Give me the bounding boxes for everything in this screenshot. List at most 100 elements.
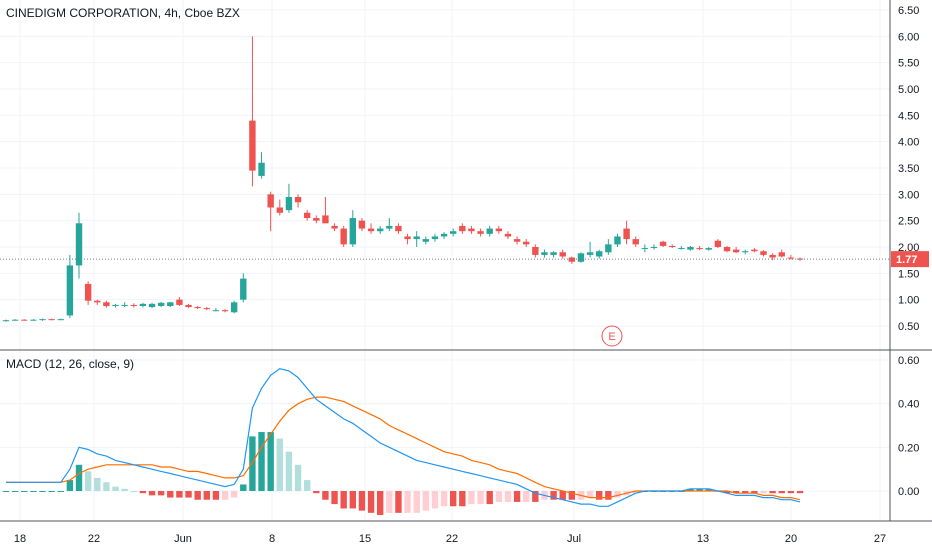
- candle-body: [614, 236, 621, 245]
- candle-body: [57, 319, 64, 321]
- candle-body: [11, 319, 19, 321]
- macd-histogram-bar: [523, 491, 530, 502]
- earnings-marker-label: E: [608, 331, 615, 343]
- candle-body: [431, 236, 439, 240]
- candle-body: [349, 218, 356, 245]
- time-axis-tick: 8: [269, 533, 275, 545]
- macd-histogram-bar: [376, 491, 384, 516]
- candle-body: [395, 225, 402, 232]
- price-axis-tick: 4.50: [898, 110, 919, 122]
- candle-body: [486, 228, 493, 234]
- macd-histogram-bar: [185, 491, 192, 498]
- candle-body: [477, 231, 484, 234]
- chart-title: CINEDIGM CORPORATION, 4h, Cboe BZX: [6, 6, 240, 20]
- macd-histogram-bar: [94, 477, 101, 491]
- price-axis-tick: 2.00: [898, 242, 919, 254]
- candle-body: [787, 257, 795, 259]
- candle-body: [641, 248, 649, 250]
- time-axis-tick: 20: [785, 533, 797, 545]
- last-price-label: 1.77: [896, 254, 917, 266]
- macd-histogram-bar: [696, 488, 703, 491]
- candle-body: [66, 265, 74, 316]
- price-axis-tick: 2.50: [898, 216, 919, 228]
- candle-body: [313, 218, 320, 221]
- macd-histogram-bar: [559, 491, 566, 500]
- macd-histogram-bar: [276, 438, 283, 491]
- macd-histogram-bar: [66, 480, 74, 491]
- candle-body: [459, 225, 466, 232]
- candle-body: [139, 303, 147, 306]
- macd-indicator-label: MACD (12, 26, close, 9): [6, 357, 135, 371]
- macd-histogram-bar: [57, 491, 64, 492]
- macd-histogram-bar: [450, 491, 457, 507]
- macd-histogram-bar: [586, 491, 594, 498]
- candle-body: [742, 251, 749, 253]
- macd-histogram-bar: [258, 432, 265, 491]
- price-axis-tick: 5.50: [898, 58, 919, 70]
- candle-body: [532, 247, 539, 255]
- candle-body: [212, 310, 220, 312]
- candle-body: [523, 241, 530, 245]
- macd-histogram-bar: [751, 491, 758, 494]
- macd-histogram-bar: [112, 486, 119, 491]
- macd-histogram-bar: [413, 491, 420, 513]
- candle-body: [577, 253, 585, 262]
- candle-body: [586, 252, 594, 255]
- candle-body: [623, 228, 630, 240]
- macd-histogram-bar: [313, 491, 320, 494]
- candle-body: [705, 248, 712, 250]
- macd-histogram-bar: [459, 491, 466, 507]
- candle-body: [176, 299, 183, 305]
- macd-histogram-bar: [796, 491, 804, 494]
- candle-body: [422, 239, 430, 242]
- time-axis-tick: 22: [88, 533, 100, 545]
- macd-histogram-bar: [103, 482, 110, 491]
- candle-body: [303, 212, 311, 219]
- candle-body: [103, 302, 110, 306]
- candle-body: [650, 247, 658, 248]
- macd-histogram-bar: [605, 491, 612, 500]
- candle-body: [678, 248, 685, 250]
- macd-histogram-bar: [440, 491, 448, 507]
- candle-body: [769, 254, 776, 258]
- candle-body: [376, 228, 384, 232]
- macd-histogram-bar: [148, 491, 156, 496]
- macd-histogram-bar: [760, 491, 767, 494]
- price-axis-tick: 5.00: [898, 84, 919, 96]
- macd-histogram-bar: [550, 491, 557, 500]
- candle-body: [687, 247, 694, 250]
- price-candles: E: [0, 36, 890, 347]
- macd-histogram-bar: [504, 491, 512, 502]
- macd-histogram-bar: [303, 480, 311, 491]
- candle-body: [796, 258, 804, 260]
- candle-body: [358, 220, 366, 229]
- signal-line: [6, 396, 801, 501]
- time-axis-tick: 15: [359, 533, 371, 545]
- candle-body: [541, 252, 548, 255]
- candle-body: [732, 249, 740, 253]
- candle-body: [568, 257, 576, 262]
- candle-body: [440, 233, 448, 237]
- candle-body: [48, 319, 55, 321]
- macd-histogram-bar: [221, 491, 229, 500]
- macd-axis-tick: 0.40: [898, 399, 919, 411]
- macd-histogram-bar: [705, 488, 712, 491]
- macd-histogram-bar: [194, 491, 201, 500]
- candle-body: [723, 247, 731, 252]
- macd-histogram-bar: [39, 491, 46, 492]
- macd-histogram-bar: [568, 491, 576, 500]
- candle-body: [221, 310, 229, 312]
- macd-histogram-bar: [468, 491, 475, 505]
- macd-line: [6, 368, 801, 507]
- candle-body: [669, 245, 676, 247]
- grid-layer: [0, 0, 890, 521]
- candle-body: [596, 251, 603, 257]
- candle-body: [632, 239, 639, 245]
- candle-body: [21, 319, 28, 321]
- macd-histogram-bar: [267, 432, 274, 491]
- macd-pane: [2, 368, 804, 516]
- macd-histogram-bar: [614, 491, 621, 498]
- candle-body: [240, 278, 247, 300]
